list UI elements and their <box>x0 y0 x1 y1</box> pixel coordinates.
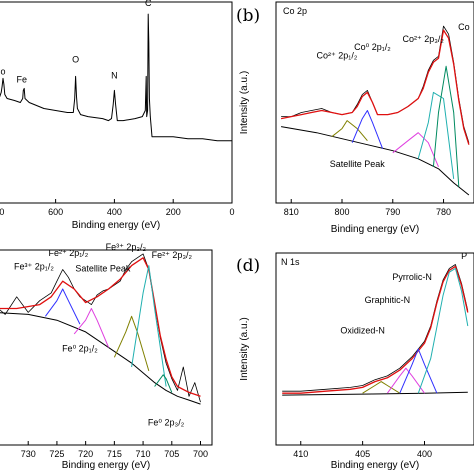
x-tick-label-a: 800 <box>0 207 4 217</box>
series-envelope-d-1 <box>282 265 469 394</box>
x-tick-label-c: 700 <box>193 449 208 459</box>
series-peak-c-4 <box>73 308 110 348</box>
annotation-d: Graphitic-N <box>365 295 411 305</box>
plot-frame-c <box>0 249 213 446</box>
y-axis-label-b: Intensity (a.u.) <box>239 71 250 134</box>
annotation-c: Fe²⁺ 2p₃/₂ <box>152 250 193 260</box>
series-envelope-b-1 <box>280 29 470 145</box>
series-background-c-2 <box>0 312 201 405</box>
annotation-b: Satellite Peak <box>330 159 386 169</box>
x-tick-label-c: 705 <box>164 449 179 459</box>
x-tick-label-c: 730 <box>21 449 36 459</box>
x-tick-label-d: 405 <box>355 449 370 459</box>
series-peak-c-5 <box>113 315 150 372</box>
panel-title-b: Co 2p <box>283 6 307 16</box>
series-peak-d-5 <box>399 348 438 394</box>
x-tick-label-d: 410 <box>293 449 308 459</box>
annotation-b: Co⁰ 2p₁/₂ <box>354 42 391 52</box>
series-line-a-0 <box>0 13 232 142</box>
series-peak-b-4 <box>351 110 384 149</box>
annotation-c: Fe⁰ 2p₁/₂ <box>62 343 98 353</box>
series-peak-d-4 <box>386 367 425 394</box>
series-peak-c-3 <box>44 288 81 325</box>
y-axis-label-d: Intensity (a.u.) <box>239 317 250 380</box>
x-axis-label-b: Binding energy (eV) <box>331 224 419 235</box>
series-peak-c-6 <box>131 265 167 387</box>
x-axis-label-d: Binding energy (eV) <box>331 460 419 471</box>
x-tick-label-c: 715 <box>107 449 122 459</box>
annotation-a: C <box>145 0 152 8</box>
series-peak-b-3 <box>331 120 368 142</box>
annotation-a: Fe <box>17 74 28 84</box>
series-envelope-c-1 <box>0 257 201 397</box>
annotation-b: Co <box>458 22 470 32</box>
series-peak-c-7 <box>154 374 173 393</box>
plot-frame-d <box>275 252 474 446</box>
annotation-c: Fe³⁺ 2p₁/₂ <box>14 262 54 272</box>
x-tick-label-c: 720 <box>78 449 93 459</box>
series-peak-b-7 <box>432 65 460 187</box>
x-tick-label-a: 200 <box>166 207 181 217</box>
annotation-a: N <box>111 70 118 80</box>
series-peak-b-6 <box>417 91 455 179</box>
x-tick-label-b: 780 <box>436 207 451 217</box>
annotation-b: Co²⁺ 2p₃/₂ <box>403 34 445 44</box>
annotation-b: Co²⁺ 2p₁/₂ <box>317 50 358 60</box>
annotation-c: Satellite Peak <box>75 263 131 273</box>
annotation-c: Fe⁰ 2p₃/₂ <box>148 418 185 428</box>
series-peak-d-6 <box>417 267 469 394</box>
x-tick-label-b: 810 <box>284 207 299 217</box>
x-tick-label-b: 800 <box>334 207 349 217</box>
panel-label-d: (d) <box>236 256 260 276</box>
x-axis-label-a: Binding energy (eV) <box>72 220 160 231</box>
annotation-c: Fe²⁺ 2p₁/₂ <box>49 248 89 258</box>
series-background-b-2 <box>281 126 470 196</box>
panel-label-b: (b) <box>236 6 260 26</box>
annotation-d: P <box>461 251 467 261</box>
annotation-c: Fe³⁺ 2p₃/₂ <box>106 242 147 252</box>
annotation-d: Oxidized-N <box>340 326 385 336</box>
x-tick-label-d: 400 <box>417 449 432 459</box>
x-tick-label-c: 725 <box>49 449 64 459</box>
plot-frame-b <box>275 1 474 204</box>
series-background-d-2 <box>282 391 468 396</box>
x-tick-label-b: 790 <box>385 207 400 217</box>
x-tick-label-a: 0 <box>229 207 234 217</box>
panel-title-d: N 1s <box>281 257 300 267</box>
annotation-a: O <box>72 54 79 64</box>
annotation-d: Pyrrolic-N <box>392 272 432 282</box>
series-raw-d-0 <box>282 264 469 392</box>
x-tick-label-c: 710 <box>136 449 151 459</box>
annotation-a: Co <box>0 66 6 76</box>
x-tick-label-a: 600 <box>48 207 63 217</box>
plot-frame-a <box>0 1 233 204</box>
series-peak-b-5 <box>392 132 439 167</box>
x-axis-label-c: Binding energy (eV) <box>62 460 150 471</box>
x-tick-label-a: 400 <box>107 207 122 217</box>
